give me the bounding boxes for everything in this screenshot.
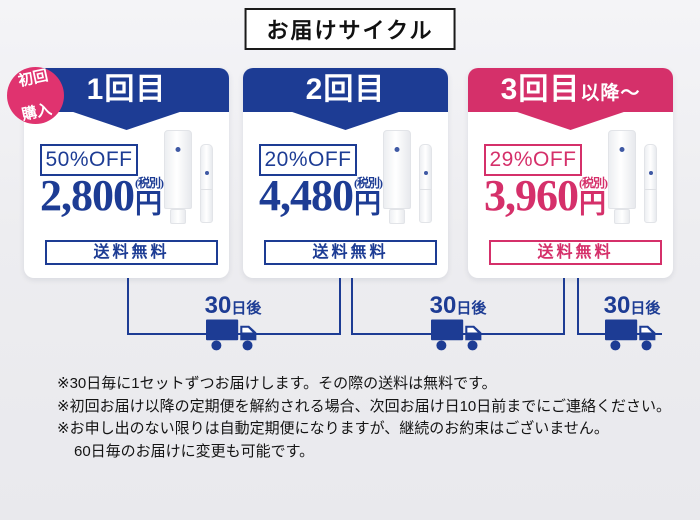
note-line: ※30日毎に1セットずつお届けします。その際の送料は無料です。: [57, 375, 497, 392]
card-header-label: 2回目: [243, 68, 448, 116]
tax-note: (税別): [354, 176, 383, 190]
product-tube-cap-image: [170, 209, 186, 224]
notes: ※30日毎に1セットずつお届けします。その際の送料は無料です。 ※初回お届け以降…: [57, 373, 671, 463]
tax-note: (税別): [135, 176, 164, 190]
product-tube-cap-image: [614, 209, 630, 224]
product-pen-image: [200, 144, 213, 223]
card-header-label: 1回目: [24, 68, 229, 116]
interval-days: 30: [429, 292, 457, 319]
interval-label: 30日後: [604, 292, 661, 320]
note-line: ※お申し出のない限りは自動定期便になりますが、継続のお約束はございません。: [57, 420, 609, 437]
product-tube-image: [383, 130, 411, 209]
free-shipping-badge: 送料無料: [489, 240, 662, 265]
product-tube-image: [164, 130, 192, 209]
price: 4,480 (税別) 円: [259, 171, 383, 220]
card-first-delivery: 1回目 初回購入 50%OFF 2,800 (税別) 円 送料無料: [7, 67, 229, 278]
card-second-delivery: 2回目 20%OFF 4,480 (税別) 円 送料無料: [243, 68, 448, 278]
truck-icon: [605, 319, 656, 351]
product-tube-cap-image: [389, 209, 405, 224]
interval-unit: 日後: [630, 300, 661, 317]
card-header-band: 3回目以降〜: [468, 68, 673, 130]
price-amount: 3,960: [484, 171, 579, 220]
note-line: 60日毎のお届けに変更も可能です。: [74, 442, 315, 460]
price: 2,800 (税別) 円: [40, 171, 164, 220]
product-pen-image: [419, 144, 432, 223]
price: 3,960 (税別) 円: [484, 171, 608, 220]
currency-label: 円: [354, 189, 381, 219]
header-suffix-text: 以降〜: [580, 83, 641, 104]
discount-badge: 20%OFF: [259, 144, 357, 176]
header-main-text: 2回目: [305, 73, 386, 106]
note-line: ※初回お届け以降の定期便を解約される場合、次回お届け日10日前までにご連絡くださ…: [57, 397, 671, 415]
page-title: お届けサイクル: [244, 8, 456, 50]
header-main-text: 1回目: [86, 73, 167, 106]
price-amount: 2,800: [40, 171, 135, 220]
header-main-text: 3回目: [500, 73, 581, 106]
badge-line1: 初回: [17, 67, 51, 91]
interval-label: 30日後: [205, 292, 262, 320]
price-amount: 4,480: [259, 171, 354, 220]
product-tube-image: [608, 130, 636, 209]
currency-label: 円: [135, 189, 162, 219]
currency-label: 円: [579, 189, 606, 219]
interval-unit: 日後: [231, 300, 262, 317]
first-purchase-badge: 初回 購入: [7, 67, 64, 124]
discount-badge: 29%OFF: [484, 144, 582, 176]
truck-icon: [206, 319, 257, 351]
tax-note: (税別): [579, 176, 608, 190]
badge-line2: 購入: [20, 100, 54, 124]
truck-icon: [431, 319, 482, 351]
free-shipping-badge: 送料無料: [45, 240, 218, 265]
interval-days: 30: [204, 292, 232, 319]
card-header-band: 2回目: [243, 68, 448, 130]
interval-label: 30日後: [430, 292, 487, 320]
discount-badge: 50%OFF: [40, 144, 138, 176]
product-pen-image: [644, 144, 657, 223]
card-third-delivery-onward: 3回目以降〜 29%OFF 3,960 (税別) 円 送料無料: [468, 68, 673, 278]
interval-unit: 日後: [456, 300, 487, 317]
card-header-label: 3回目以降〜: [468, 68, 673, 116]
interval-days: 30: [603, 292, 631, 319]
free-shipping-badge: 送料無料: [264, 240, 437, 265]
